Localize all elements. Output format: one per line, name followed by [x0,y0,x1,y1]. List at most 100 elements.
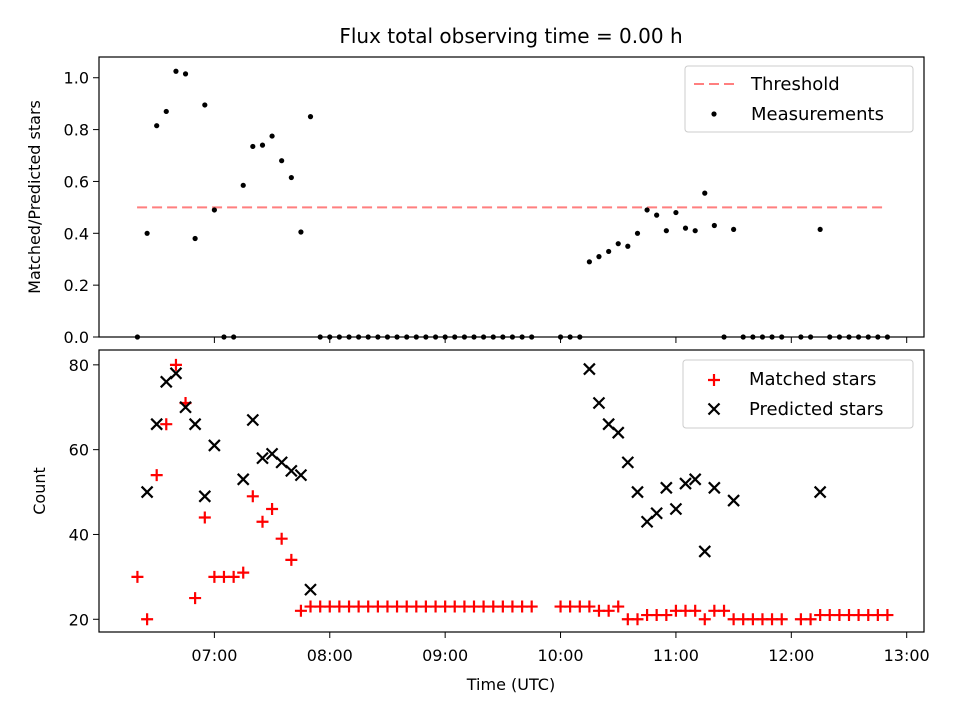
matched-point [285,553,298,566]
count-legend-box [682,359,914,429]
predicted-point [198,490,212,503]
matched-point [131,570,144,583]
matched-point [294,604,307,617]
measurement-point [682,225,689,231]
measurement-point [702,190,708,196]
predicted-point [621,456,635,469]
legend-measurements-label: Measurements [751,104,884,125]
measurement-point [731,226,737,233]
ratio-plot-frame [98,56,925,338]
matched-point [602,604,615,617]
count-y-tick-label: 60 [69,441,89,460]
measurement-point [634,230,641,236]
ratio-y-tick-label: 0.0 [64,328,89,347]
measurement-point [259,142,266,148]
matched-point [266,503,279,516]
measurement-point [615,241,621,247]
measurement-point [288,174,294,181]
measurement-point [625,243,631,249]
predicted-point [660,481,673,495]
legend-measurements-swatch [711,111,717,117]
matched-point [689,604,702,617]
predicted-point [304,583,317,596]
predicted-point [208,439,221,452]
measurement-point [654,212,660,218]
predicted-point [140,485,154,499]
measurement-point [163,108,169,115]
predicted-point [188,417,202,431]
matched-point [660,609,673,622]
count-x-axis-label: Time (UTC) [466,675,555,694]
predicted-points [140,362,827,596]
ratio-ticks: 0.0 0.2 0.4 0.6 0.8 1.0 [64,69,908,347]
matched-point [256,515,269,528]
measurement-point [202,102,208,108]
measurement-point [586,259,592,265]
predicted-point [285,464,298,478]
count-plot: 20 40 60 80 07:00 08:00 09:00 10:00 11:00 12:00 13… [30,349,930,694]
legend-predicted-label: Predicted stars [749,399,883,420]
predicted-point [294,468,308,482]
measurement-point [250,143,256,150]
ratio-y-tick-label: 1.0 [64,69,89,88]
predicted-point [169,367,183,380]
measurement-point [606,248,612,255]
measurement-point [663,228,669,234]
legend-matched-swatch [708,374,720,386]
count-x-tick-label: 11:00 [653,646,699,665]
measurement-point [307,114,314,120]
legend-predicted-swatch [707,402,721,416]
count-legend: Matched stars Predicted stars [682,359,914,429]
count-plot-frame [98,349,925,633]
count-x-tick-label: 10:00 [537,646,583,665]
legend-x-marker [707,402,721,416]
legend-matched-label: Matched stars [749,369,876,390]
predicted-point [813,485,827,499]
ratio-y-tick-label: 0.4 [64,224,89,243]
measurement-point [298,229,304,235]
predicted-point [708,481,721,495]
measurement-point [144,230,150,236]
measurement-point [182,71,189,77]
measurement-point [154,123,160,129]
measurement-point [817,226,823,233]
matched-point [150,469,163,482]
count-y-tick-label: 40 [69,525,89,544]
matched-point [775,613,788,626]
predicted-point [727,494,740,507]
measurement-point [192,235,198,242]
predicted-point [611,426,625,439]
predicted-point [246,413,260,427]
measurement-point [269,133,275,139]
measurement-point [173,68,179,74]
matched-point [189,592,202,605]
matched-point [246,490,259,503]
count-y-tick-label: 20 [69,610,89,629]
matched-point [275,532,288,545]
predicted-point [179,400,192,414]
matched-point [160,418,173,431]
ratio-legend: Threshold Measurements [684,65,914,133]
measurement-point [240,182,246,188]
ratio-y-axis-label: Matched/Predicted stars [25,100,44,294]
legend-threshold-label: Threshold [750,74,840,95]
matched-point [804,613,817,626]
predicted-point [631,485,644,499]
ratio-y-tick-label: 0.6 [64,172,89,191]
predicted-point [256,451,269,465]
predicted-point [669,502,683,516]
matched-point [227,570,240,583]
measurement-point [596,254,602,260]
count-x-tick-label: 13:00 [884,646,930,665]
matched-points [131,358,894,626]
matched-point [169,358,182,371]
matched-point [141,613,154,626]
measurement-point [711,222,717,229]
predicted-point [679,477,692,490]
measurement-point [673,209,679,216]
predicted-point [236,473,250,486]
ratio-y-tick-label: 0.2 [64,276,89,295]
measurement-point [211,207,217,213]
matched-point [698,613,711,626]
count-x-tick-label: 12:00 [768,646,814,665]
